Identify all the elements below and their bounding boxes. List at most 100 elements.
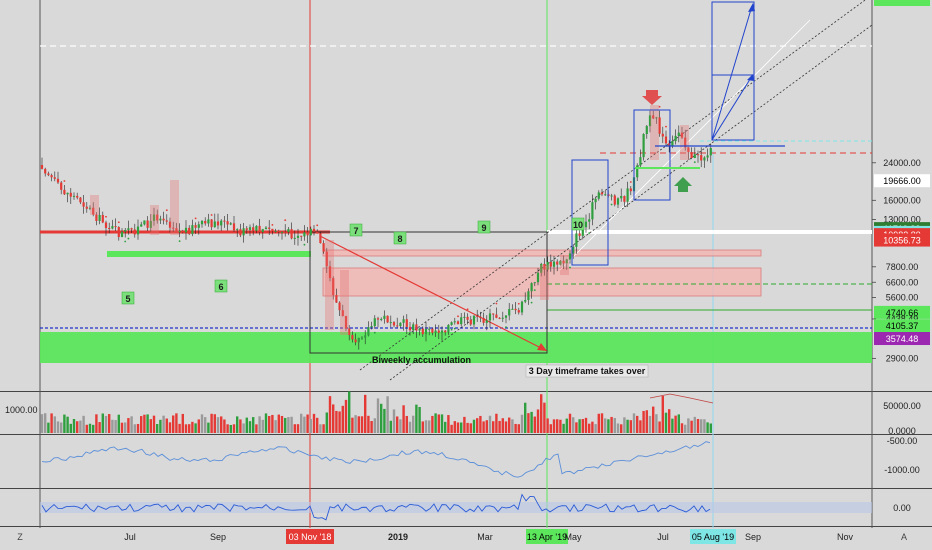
candle-body [264,227,268,230]
volume-bar [408,421,412,433]
volume-left-scale: 1000.00 [5,405,38,415]
ind2-band [40,502,872,513]
candle-body [405,319,408,327]
volume-bar [245,417,248,433]
support-zone-mid [107,251,311,257]
htf-bar [170,180,179,235]
volume-bar [88,423,92,433]
volume-bar [351,417,354,433]
candle-body [271,228,274,232]
down-arrow-head [537,343,547,351]
volume-bar [277,414,280,433]
candle-body [386,315,389,323]
volume-bar [191,421,194,433]
htf-bar [680,125,689,160]
volume-bar [472,419,476,433]
signal-dot [450,328,453,331]
volume-bar [360,416,364,433]
projection-arrow-2 [711,75,753,141]
trendline-dotted-1 [359,0,866,371]
candle-body [348,328,351,335]
volume-bar [207,422,210,433]
candle-body [239,229,242,236]
candle-body [527,291,530,301]
signal-dot [284,219,287,222]
candle-body [79,197,82,203]
candle-body [456,321,460,325]
volume-bar [559,419,562,433]
candle-body [210,219,213,228]
volume-bar [690,420,693,433]
volume-bar [620,424,623,433]
candle-body [661,133,664,137]
htf-bar [650,105,659,160]
volume-bar [428,420,431,433]
volume-bar [127,418,130,433]
candle-body [424,329,428,335]
candle-body [447,324,450,333]
volume-bar [575,422,578,433]
candle-body [383,315,386,319]
projection-box-2 [633,109,671,201]
volume-bar [85,424,88,433]
candle-body [322,243,325,252]
volume-bar [50,413,53,433]
indicator-1-line [41,441,711,478]
candle-body [82,202,85,207]
candle-body [111,226,114,229]
volume-bar [450,424,453,433]
candle-body [76,195,79,198]
candle-body [511,308,514,310]
candle-body [72,195,76,197]
candle-body [479,316,482,318]
candle-body [636,165,639,178]
candle-body [408,326,412,331]
volume-tick-0: 0.0000 [888,426,916,436]
volume-bar [264,413,268,433]
candle-body [191,225,194,235]
volume-bar [389,420,392,433]
signal-dot [271,223,274,226]
candle-body [277,230,280,233]
volume-bar [568,413,572,433]
time-tick-jul: Jul [657,532,669,542]
volume-bar [284,417,287,433]
candle-body [40,165,44,169]
zone-label-8: 8 [397,234,402,244]
time-tick-apr: 13 Apr '19 [527,532,567,542]
signal-dot [105,215,107,218]
candle-body [287,229,290,233]
volume-bar [412,415,415,433]
candle-body [514,308,517,311]
candle-body [444,330,447,333]
volume-bar [239,419,242,433]
volume-bar [540,394,543,433]
candle-body [591,202,594,220]
volume-bar [152,415,156,433]
volume-bar [367,415,370,433]
candle-body [332,278,335,296]
candle-body [255,225,258,231]
htf-bar [150,205,159,235]
volume-bar [392,409,396,433]
zone-label-6: 6 [218,282,223,292]
volume-bar [386,396,389,433]
candle-body [568,253,572,260]
candle-body [44,168,47,174]
volume-bar [322,424,325,433]
candle-body [66,192,69,195]
candle-body [709,148,712,156]
candle-body [520,301,524,313]
candle-body [229,223,232,225]
volume-bar [124,422,127,433]
signal-dot [629,181,632,183]
candle-body [485,320,488,323]
candle-body [415,324,418,331]
candle-body [418,328,421,331]
volume-bar [328,396,332,433]
candle-body [616,198,620,205]
candle-body [597,192,600,199]
volume-bar [178,423,181,433]
candle-body [335,295,338,303]
